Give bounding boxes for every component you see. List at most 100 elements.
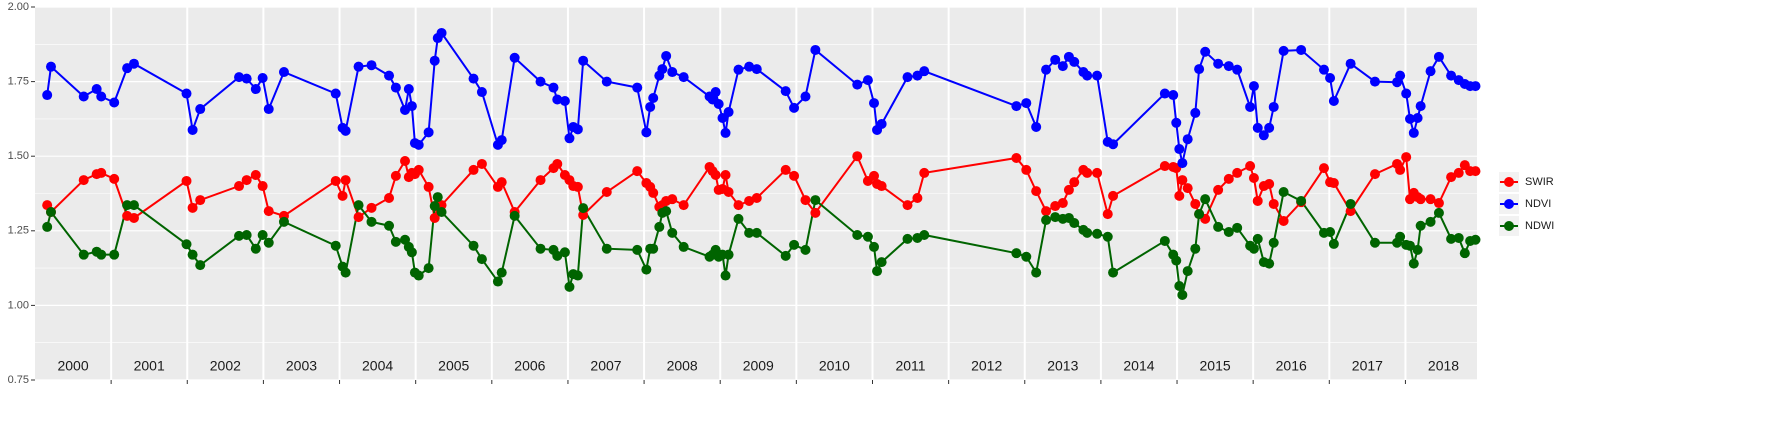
data-point xyxy=(509,210,520,221)
data-point xyxy=(1268,198,1279,209)
data-point xyxy=(384,220,395,231)
data-point xyxy=(340,125,351,136)
data-point xyxy=(632,166,643,177)
data-point xyxy=(780,86,791,97)
data-point xyxy=(1248,172,1259,183)
data-point xyxy=(733,64,744,75)
data-point xyxy=(91,84,102,95)
data-point xyxy=(713,98,724,109)
data-point xyxy=(1050,54,1061,65)
data-point xyxy=(413,139,424,150)
data-point xyxy=(1395,231,1406,242)
data-point xyxy=(384,70,395,81)
data-point xyxy=(1395,70,1406,81)
data-point xyxy=(1318,163,1329,174)
data-point xyxy=(429,212,440,223)
data-point xyxy=(423,181,434,192)
data-point xyxy=(1082,167,1093,178)
data-point xyxy=(423,127,434,138)
data-point xyxy=(723,187,734,198)
data-point xyxy=(1245,101,1256,112)
data-point xyxy=(330,175,341,186)
data-point xyxy=(1264,122,1275,133)
data-point xyxy=(1278,215,1289,226)
data-point xyxy=(1102,231,1113,242)
data-point xyxy=(648,93,659,104)
data-point xyxy=(723,107,734,118)
year-label: 2002 xyxy=(210,358,241,374)
data-point xyxy=(1433,207,1444,218)
data-point xyxy=(109,97,120,108)
data-point xyxy=(406,101,417,112)
data-point xyxy=(429,55,440,66)
data-point xyxy=(1401,152,1412,163)
data-point xyxy=(641,264,652,275)
data-point xyxy=(468,164,479,175)
data-point xyxy=(406,247,417,258)
data-point xyxy=(278,216,289,227)
data-point xyxy=(852,229,863,240)
data-point xyxy=(720,169,731,180)
data-point xyxy=(601,187,612,198)
data-point xyxy=(42,221,53,232)
data-point xyxy=(564,281,575,292)
data-point xyxy=(1223,173,1234,184)
data-point xyxy=(661,206,672,217)
legend-point xyxy=(1504,221,1514,231)
data-point xyxy=(1200,194,1211,205)
data-point xyxy=(1213,221,1224,232)
year-label: 2005 xyxy=(438,358,469,374)
data-point xyxy=(1021,98,1032,109)
data-point xyxy=(1177,289,1188,300)
data-point xyxy=(1011,248,1022,259)
data-point xyxy=(429,201,440,212)
y-tick-label: 1.50 xyxy=(8,150,29,162)
data-point xyxy=(1041,206,1052,217)
data-point xyxy=(1470,81,1481,92)
data-point xyxy=(852,151,863,162)
data-point xyxy=(1069,56,1080,67)
data-point xyxy=(1159,161,1170,172)
data-point xyxy=(1328,178,1339,189)
data-point xyxy=(1092,70,1103,81)
data-point xyxy=(1369,76,1380,87)
data-point xyxy=(1401,88,1412,99)
data-point xyxy=(78,249,89,260)
data-point xyxy=(234,72,245,83)
data-point xyxy=(1108,139,1119,150)
data-point xyxy=(195,195,206,206)
data-point xyxy=(181,88,192,99)
data-point xyxy=(572,270,583,281)
data-point xyxy=(1345,198,1356,209)
data-point xyxy=(1433,198,1444,209)
data-point xyxy=(810,195,821,206)
data-point xyxy=(1252,195,1263,206)
data-point xyxy=(1177,158,1188,169)
data-point xyxy=(1050,212,1061,223)
data-point xyxy=(413,164,424,175)
data-point xyxy=(241,229,252,240)
data-point xyxy=(733,200,744,211)
data-point xyxy=(278,67,289,78)
data-point xyxy=(468,240,479,251)
data-point xyxy=(1092,167,1103,178)
year-label: 2000 xyxy=(57,358,88,374)
data-point xyxy=(720,270,731,281)
data-point xyxy=(1296,195,1307,206)
data-point xyxy=(1213,184,1224,195)
data-point xyxy=(496,135,507,146)
data-point xyxy=(723,249,734,260)
year-label: 2016 xyxy=(1276,358,1307,374)
data-point xyxy=(340,267,351,278)
data-point xyxy=(548,82,559,93)
year-label: 2012 xyxy=(971,358,1002,374)
data-point xyxy=(1328,95,1339,106)
data-point xyxy=(552,158,563,169)
year-label: 2018 xyxy=(1428,358,1459,374)
data-point xyxy=(902,233,913,244)
data-point xyxy=(257,73,268,84)
data-point xyxy=(710,87,721,98)
data-point xyxy=(1011,101,1022,112)
data-point xyxy=(572,124,583,135)
